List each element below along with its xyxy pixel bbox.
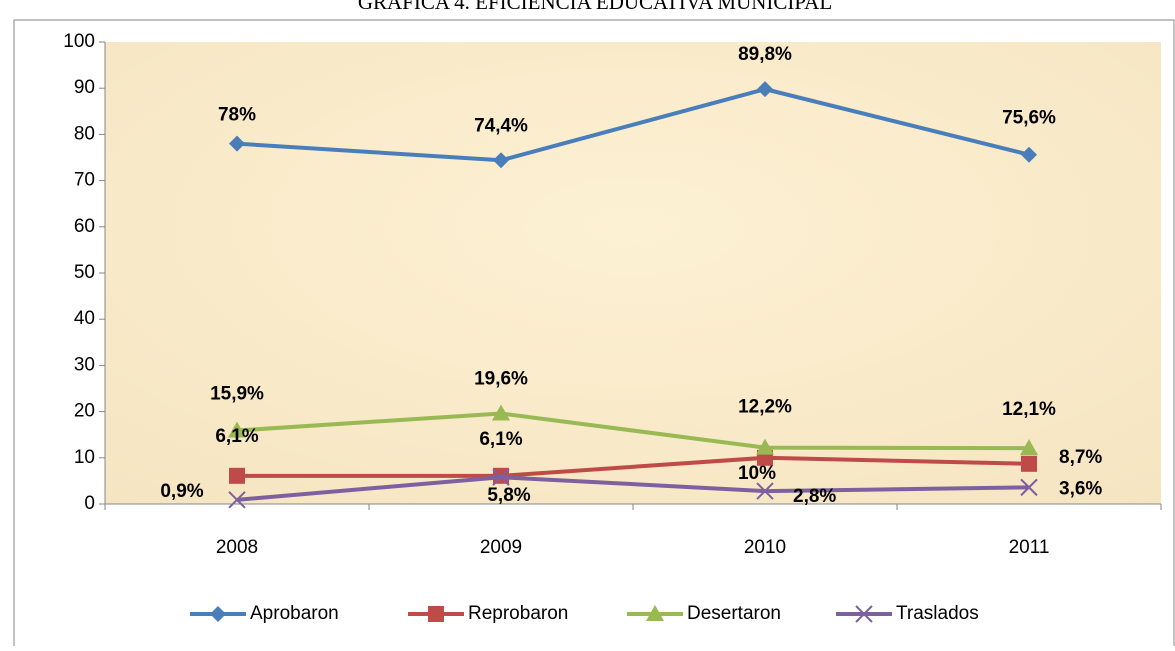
marker — [1020, 478, 1038, 497]
marker — [646, 605, 664, 621]
marker — [1020, 439, 1038, 456]
data-label: 2,8% — [793, 486, 836, 507]
y-tick-label: 10 — [74, 447, 95, 468]
data-label: 3,6% — [1059, 478, 1102, 499]
series-line — [236, 87, 1030, 163]
series-line — [237, 455, 1030, 478]
y-tick-label: 40 — [74, 308, 95, 329]
legend-label: Aprobaron — [250, 603, 339, 624]
marker — [228, 491, 246, 509]
marker — [855, 605, 873, 623]
legend-label: Reprobaron — [468, 603, 568, 624]
data-label: 12,1% — [1002, 399, 1056, 420]
data-label: 5,8% — [487, 485, 530, 506]
legend-label: Desertaron — [687, 603, 781, 624]
marker — [756, 438, 774, 455]
marker — [492, 468, 510, 486]
x-tick-label: 2008 — [216, 537, 258, 558]
marker — [428, 606, 444, 622]
y-tick-label: 60 — [74, 216, 95, 237]
data-label: 74,4% — [474, 115, 528, 136]
marker — [493, 152, 509, 169]
data-label: 12,2% — [738, 397, 792, 418]
marker — [492, 404, 510, 421]
y-tick-label: 30 — [74, 354, 95, 375]
data-label: 10% — [738, 463, 776, 484]
legend-label: Traslados — [896, 603, 979, 624]
x-tick-label: 2010 — [744, 537, 786, 558]
marker — [210, 606, 226, 622]
data-label: 8,7% — [1059, 447, 1102, 468]
marker — [757, 81, 773, 98]
marker — [228, 421, 246, 438]
data-label: 0,9% — [160, 481, 203, 502]
y-tick-label: 20 — [74, 401, 95, 422]
y-tick-label: 70 — [74, 170, 95, 191]
data-label: 75,6% — [1002, 108, 1056, 129]
data-label: 89,8% — [738, 44, 792, 65]
y-tick-label: 90 — [74, 77, 95, 98]
data-label: 19,6% — [474, 368, 528, 389]
x-tick-label: 2011 — [1009, 537, 1050, 558]
series-line — [236, 411, 1030, 451]
y-tick-label: 50 — [74, 262, 95, 283]
series-line — [236, 475, 1030, 502]
marker — [1021, 146, 1037, 163]
title-band — [0, 0, 1175, 18]
data-label: 78% — [218, 105, 256, 126]
y-tick-label: 100 — [63, 31, 95, 52]
marker — [1021, 455, 1037, 472]
y-tick-label: 0 — [84, 493, 95, 514]
data-label: 15,9% — [210, 384, 264, 405]
data-label: 6,1% — [215, 426, 258, 447]
x-tick-label: 2009 — [480, 537, 522, 558]
y-tick-label: 80 — [74, 123, 95, 144]
marker — [229, 135, 245, 152]
data-label: 6,1% — [479, 429, 522, 450]
marker — [229, 467, 245, 484]
marker — [756, 482, 774, 500]
chart-title: GRÁFICA 4. EFICIENCIA EDUCATIVA MUNICIPA… — [358, 0, 832, 14]
